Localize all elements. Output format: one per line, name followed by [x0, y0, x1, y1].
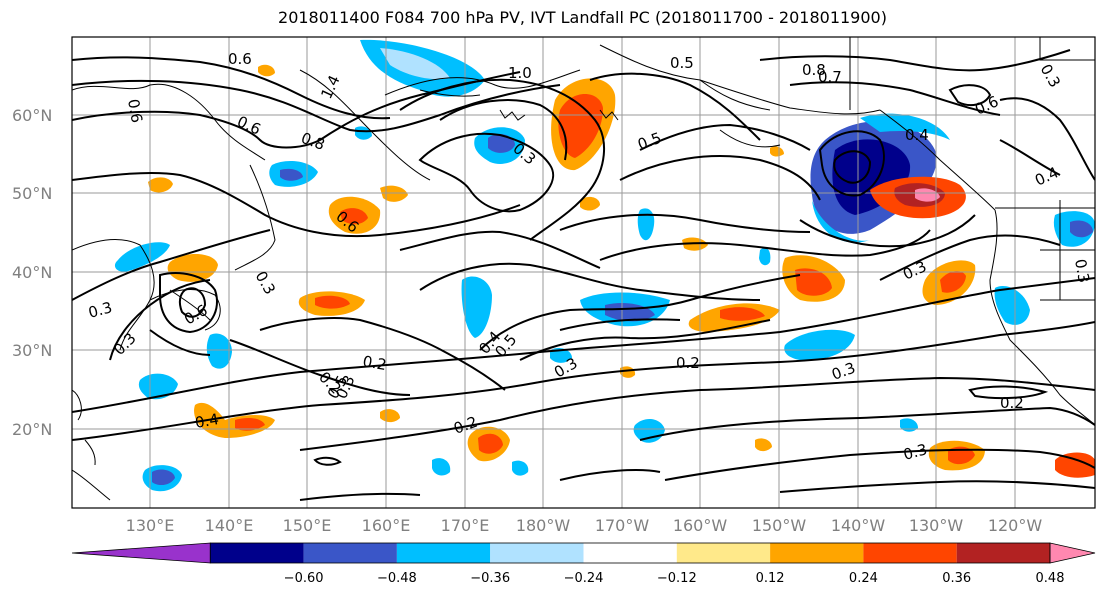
colorbar-bin: [676, 543, 771, 563]
lon-label: 120°W: [988, 516, 1043, 535]
colorbar-tick-label: 0.48: [1036, 571, 1065, 586]
lon-label: 140°W: [831, 516, 886, 535]
colorbar-tick-label: 0.36: [942, 571, 971, 586]
pv-contours: [72, 49, 1095, 501]
map-title: 2018011400 F084 700 hPa PV, IVT Landfall…: [278, 8, 887, 27]
lon-label: 140°E: [205, 516, 254, 535]
colorbar-bin: [583, 543, 677, 563]
lon-label: 150°E: [283, 516, 332, 535]
colorbar-bin: [396, 543, 491, 563]
colorbar-tick-label: −0.36: [470, 571, 510, 586]
contour-label: 0.2: [676, 354, 700, 372]
lon-label: 130°E: [126, 516, 175, 535]
contour-label: 0.2: [1000, 394, 1024, 412]
graticule: [72, 37, 1095, 508]
lon-label: 170°W: [595, 516, 650, 535]
contour-label: 0.3: [901, 440, 929, 464]
colorbar-bin: [863, 543, 957, 563]
colorbar-bin: [303, 543, 397, 563]
contour-label: 0.4: [905, 126, 929, 144]
lon-label: 160°W: [673, 516, 728, 535]
lat-label: 20°N: [12, 420, 52, 439]
contour-label: 0.8: [802, 61, 826, 79]
colorbar-bin: [490, 543, 584, 563]
colorbar-outline: [209, 542, 1051, 564]
colorbar-tick-label: −0.48: [377, 571, 417, 586]
lon-label: 160°E: [362, 516, 411, 535]
colorbar-tick-label: −0.12: [657, 571, 697, 586]
latitude-labels: 60°N 50°N 40°N 30°N 20°N: [12, 106, 52, 439]
shaded-anomalies: [114, 39, 1095, 492]
colorbar-tick-label: 0.12: [756, 571, 785, 586]
lat-label: 60°N: [12, 106, 52, 125]
contour-label: 0.6: [228, 50, 252, 68]
lat-label: 50°N: [12, 184, 52, 203]
contour-label: 1.0: [508, 64, 532, 82]
colorbar: −0.60 −0.48 −0.36 −0.24 −0.12 0.12 0.24 0.36 0.4…: [71, 542, 1096, 586]
colorbar-tick-label: −0.60: [284, 571, 324, 586]
map-frame: [71, 36, 1096, 509]
colorbar-extend-high: [1049, 542, 1096, 564]
contour-label: 0.5: [670, 54, 694, 72]
contour-label: 0.3: [1071, 258, 1093, 285]
colorbar-bin: [956, 543, 1050, 563]
colorbar-bin: [210, 543, 304, 563]
lon-label: 170°E: [441, 516, 490, 535]
lat-label: 30°N: [12, 341, 52, 360]
contour-label: 0.2: [361, 352, 388, 374]
colorbar-bin: [770, 543, 864, 563]
longitude-labels: 130°E 140°E 150°E 160°E 170°E 180°W 170°…: [126, 516, 1043, 535]
lat-label: 40°N: [12, 263, 52, 282]
lon-label: 130°W: [909, 516, 964, 535]
contour-label: 0.4: [194, 410, 221, 432]
colorbar-extend-low: [71, 542, 211, 564]
contour-label: 0.7: [818, 68, 842, 86]
lon-label: 150°W: [752, 516, 807, 535]
contour-label: 0.3: [86, 298, 114, 322]
colorbar-tick-label: −0.24: [564, 571, 604, 586]
lon-label: 180°W: [516, 516, 571, 535]
colorbar-tick-label: 0.24: [849, 571, 878, 586]
contour-label: 0.6: [124, 98, 146, 125]
